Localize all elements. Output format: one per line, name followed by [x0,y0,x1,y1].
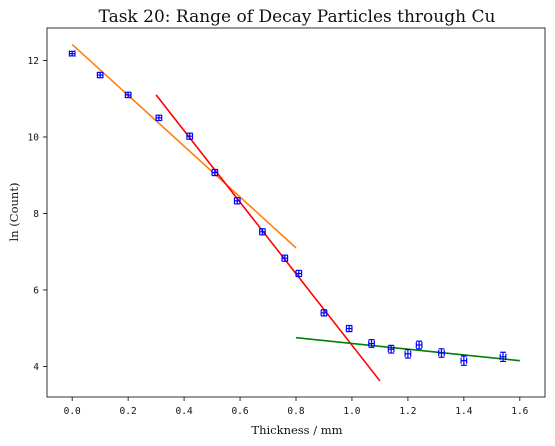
x-tick-label: 0.0 [64,406,81,417]
data-point [320,309,328,317]
x-tick-label: 1.0 [343,406,360,417]
data-point [186,132,194,140]
plot-frame [46,27,546,398]
x-tick-label: 0.2 [120,406,137,417]
y-axis: 4 6 8 10 12 [28,56,47,373]
x-tick-label: 0.6 [231,406,248,417]
x-tick-label: 0.8 [287,406,304,417]
data-point [96,71,104,79]
y-tick-label: 6 [33,285,39,296]
y-axis-label: ln (Count) [7,183,21,242]
data-point [68,50,76,57]
x-axis: 0.0 0.2 0.4 0.6 0.8 1.0 1.2 1.4 1.6 [64,397,529,417]
data-point [259,228,266,236]
data-point [281,254,289,262]
data-point [415,340,423,350]
fit-lines [71,43,520,382]
x-axis-label: Thickness / mm [251,423,342,437]
x-tick-label: 0.4 [176,406,193,417]
y-tick-label: 8 [33,209,39,220]
data-point [404,348,412,359]
data-point [124,91,132,99]
fit-line-1 [71,43,297,249]
data-point [155,114,163,122]
data-point [295,269,303,278]
data-point [387,344,395,354]
y-tick-label: 12 [28,56,39,67]
x-tick-label: 1.6 [511,406,528,417]
data-point [460,355,468,366]
x-tick-label: 1.4 [455,406,472,417]
y-tick-label: 10 [28,132,40,143]
y-tick-label: 4 [33,362,39,373]
data-point [438,348,445,358]
fit-line-2 [155,94,381,382]
data-point [211,168,219,177]
data-point [345,324,353,333]
data-point [233,197,241,205]
data-points [68,50,507,366]
x-tick-label: 1.2 [399,406,416,417]
chart-title: Task 20: Range of Decay Particles throug… [99,7,496,27]
data-point [368,339,375,348]
data-point [499,351,507,363]
